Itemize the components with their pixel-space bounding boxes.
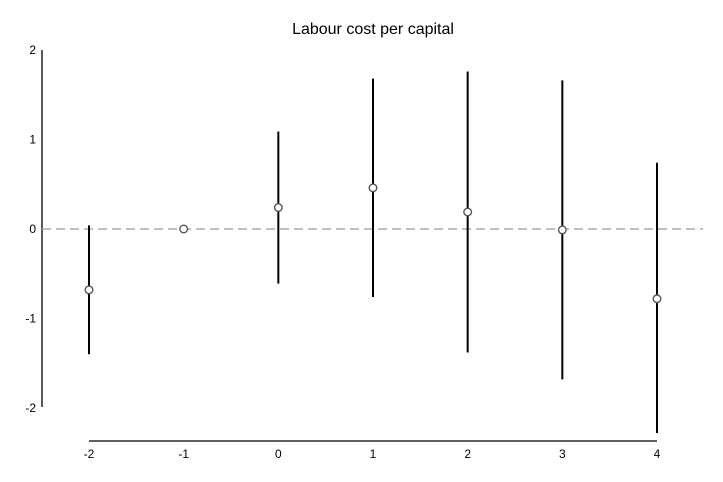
point-estimate	[84, 285, 94, 295]
x-tick-label: 4	[654, 447, 661, 461]
y-tick-label: 1	[29, 133, 36, 147]
x-tick-label: 3	[559, 447, 566, 461]
point-estimate	[368, 183, 378, 193]
y-tick-label: 2	[29, 43, 36, 57]
point-estimate	[463, 207, 473, 217]
y-tick-label: 0	[29, 222, 36, 236]
data-marks	[84, 71, 662, 434]
x-tick-labels: -2 -1 0 1 2 3 4	[84, 447, 661, 461]
x-tick-label: -2	[84, 447, 95, 461]
chart-title: Labour cost per capital	[292, 21, 454, 38]
point-estimate	[557, 225, 567, 235]
y-tick-labels: 2 1 0 -1 -2	[25, 43, 36, 415]
x-tick-label: 1	[370, 447, 377, 461]
x-tick-label: -1	[178, 447, 189, 461]
point-estimate	[652, 294, 662, 304]
y-tick-label: -1	[25, 312, 36, 326]
point-estimate	[273, 203, 283, 213]
x-tick-label: 2	[464, 447, 471, 461]
x-tick-label: 0	[275, 447, 282, 461]
point-estimate	[179, 224, 189, 234]
y-tick-label: -2	[25, 401, 36, 415]
